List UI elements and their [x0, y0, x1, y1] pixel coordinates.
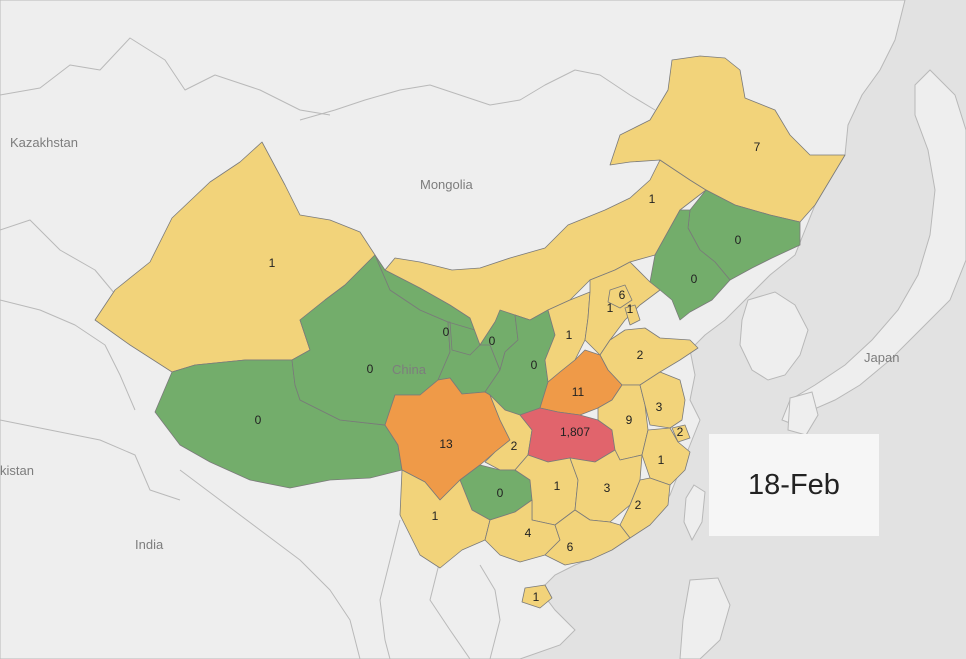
value-guizhou: 0 [497, 486, 504, 500]
value-hubei: 1,807 [560, 425, 590, 439]
region-guangdong[interactable] [544, 509, 631, 566]
landmass-kyushu [787, 391, 819, 436]
value-tibet: 0 [255, 413, 262, 427]
value-hunan: 1 [554, 479, 561, 493]
value-beijing: 6 [619, 288, 626, 302]
value-jilin: 0 [735, 233, 742, 247]
label-pakistan: kistan [0, 463, 34, 478]
country-labels: Kazakhstan Mongolia China Japan kistan I… [0, 135, 899, 552]
date-card: 18-Feb [709, 434, 879, 536]
region-heilongjiang[interactable] [609, 55, 846, 223]
value-shaanxi: 0 [531, 358, 538, 372]
region-liaoning[interactable] [649, 209, 731, 321]
value-jiangsu: 3 [656, 400, 663, 414]
value-gansu: 0 [443, 325, 450, 339]
date-label: 18-Feb [748, 468, 840, 501]
region-shanghai[interactable] [671, 424, 691, 443]
border-kazakhstan-south [0, 219, 121, 301]
region-beijing[interactable] [607, 284, 633, 309]
value-qinghai: 0 [367, 362, 374, 376]
value-tianjin: 1 [627, 302, 634, 316]
landmass-taiwan [683, 484, 706, 542]
border-india [179, 469, 361, 659]
label-kazakhstan: Kazakhstan [10, 135, 78, 150]
value-shandong: 2 [637, 348, 644, 362]
value-shanghai: 2 [677, 425, 684, 439]
region-hainan[interactable] [521, 584, 553, 609]
value-heilongjiang: 7 [754, 140, 761, 154]
border-myanmar [379, 519, 401, 659]
value-guangxi: 4 [525, 526, 532, 540]
label-india: India [135, 537, 164, 552]
border-indochina [429, 559, 471, 659]
label-japan: Japan [864, 350, 899, 365]
value-sichuan: 13 [439, 437, 453, 451]
border-russia-kazakhstan [0, 37, 331, 116]
value-yunnan: 1 [432, 509, 439, 523]
region-hebei[interactable] [584, 261, 661, 356]
landmass-philippines [679, 577, 731, 659]
border-south-asia [0, 419, 181, 501]
value-ningxia: 0 [489, 334, 496, 348]
value-anhui: 9 [626, 413, 633, 427]
value-guangdong: 6 [567, 540, 574, 554]
region-tianjin[interactable] [624, 304, 641, 326]
value-hebei: 1 [607, 301, 614, 315]
region-jiangsu[interactable] [639, 371, 686, 429]
value-liaoning: 0 [691, 272, 698, 286]
value-chongqing: 2 [511, 439, 518, 453]
value-hainan: 1 [533, 590, 540, 604]
value-xinjiang: 1 [269, 256, 276, 270]
label-china: China [392, 362, 427, 377]
value-fujian: 2 [635, 498, 642, 512]
landmass-korea [739, 291, 809, 381]
border-mongolia-russia [299, 69, 656, 121]
value-shanxi: 1 [566, 328, 573, 342]
value-zhejiang: 1 [658, 453, 665, 467]
value-henan: 11 [572, 385, 585, 399]
border-vietnam [479, 564, 501, 659]
provinces [94, 55, 846, 609]
border-central-asia [0, 299, 136, 411]
value-labels: 1 0 0 0 1 7 0 0 0 0 1 1 6 1 2 11 13 2 1,… [255, 140, 761, 604]
label-mongolia: Mongolia [420, 177, 474, 192]
landmass-japan [781, 69, 966, 426]
value-jiangxi: 3 [604, 481, 611, 495]
value-inner-mongolia: 1 [649, 192, 656, 206]
